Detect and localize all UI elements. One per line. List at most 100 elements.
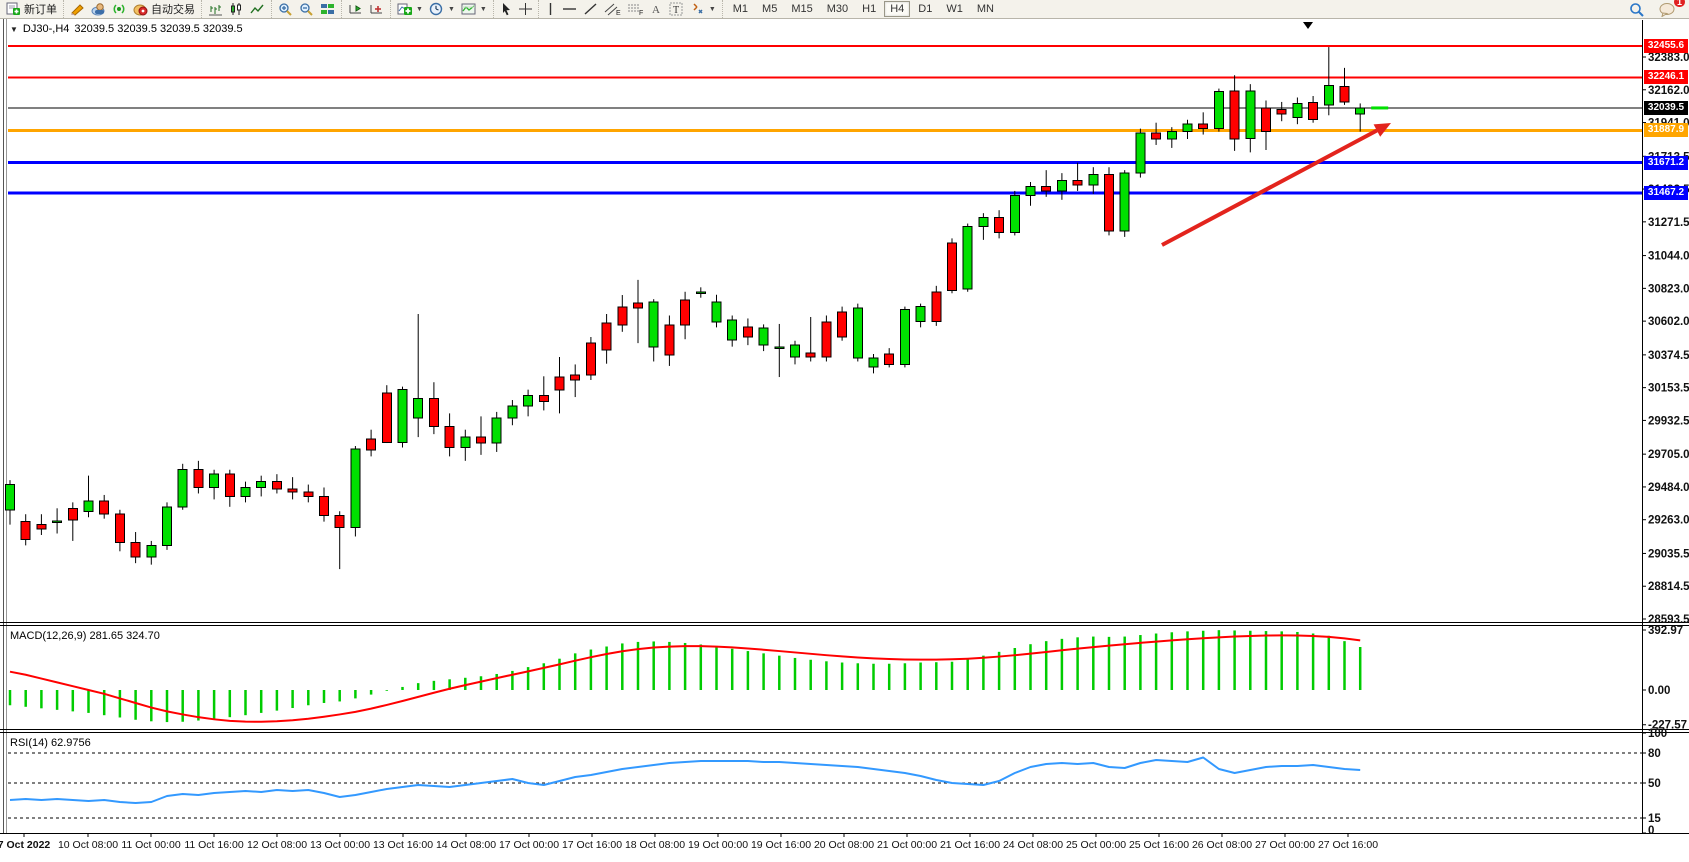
candle[interactable]: [162, 502, 172, 550]
timeframe-w1-button[interactable]: W1: [946, 3, 963, 15]
candle[interactable]: [303, 484, 314, 503]
candle[interactable]: [444, 413, 455, 457]
candle[interactable]: [256, 475, 267, 497]
crosshair-tool-button[interactable]: [516, 1, 535, 17]
candle[interactable]: [1135, 128, 1146, 178]
candle[interactable]: [1088, 167, 1099, 194]
candle[interactable]: [821, 315, 832, 362]
candle[interactable]: [460, 429, 471, 461]
candle[interactable]: [962, 223, 973, 292]
candle[interactable]: [130, 532, 141, 564]
candle[interactable]: [1072, 162, 1083, 191]
candle[interactable]: [1276, 101, 1287, 122]
strategy-tester-button[interactable]: [345, 1, 366, 17]
candle[interactable]: [1119, 170, 1130, 237]
chart-title[interactable]: ▼ DJ30-,H4 32039.5 32039.5 32039.5 32039…: [10, 23, 243, 35]
candle[interactable]: [5, 480, 15, 525]
new-order-button[interactable]: 新订单: [3, 0, 60, 18]
templates-button[interactable]: ▼: [458, 1, 490, 17]
candle[interactable]: [397, 386, 408, 448]
candle[interactable]: [523, 389, 534, 417]
candle[interactable]: [554, 357, 565, 414]
timeframe-h1-button[interactable]: H1: [862, 3, 877, 15]
timeframe-h4-button[interactable]: H4: [884, 1, 911, 17]
candle[interactable]: [978, 213, 989, 240]
candle[interactable]: [334, 511, 345, 570]
candle[interactable]: [868, 354, 879, 374]
vertical-line-tool[interactable]: [542, 1, 559, 17]
candle[interactable]: [1229, 75, 1240, 151]
candle[interactable]: [413, 314, 424, 438]
candle[interactable]: [915, 303, 926, 328]
candle[interactable]: [1009, 190, 1020, 236]
candle[interactable]: [271, 474, 282, 494]
candle[interactable]: [1292, 97, 1303, 125]
candle[interactable]: [1104, 167, 1114, 236]
candle[interactable]: [1323, 47, 1334, 116]
candle[interactable]: [52, 508, 63, 534]
publisher-button[interactable]: [88, 1, 109, 17]
candle[interactable]: [1151, 122, 1162, 145]
candle[interactable]: [67, 502, 78, 541]
equidistant-channel-tool[interactable]: E: [601, 1, 624, 17]
candle[interactable]: [538, 376, 549, 411]
candle[interactable]: [83, 475, 94, 518]
cursor-tool-button[interactable]: [497, 1, 516, 17]
add-indicator-button[interactable]: ▼: [394, 1, 426, 17]
candle[interactable]: [240, 481, 251, 503]
candle[interactable]: [177, 463, 188, 510]
candle[interactable]: [1198, 112, 1209, 135]
crayon-styler-button[interactable]: [67, 1, 88, 17]
timeframe-d1-button[interactable]: D1: [918, 3, 933, 15]
candle[interactable]: [36, 514, 47, 535]
horizontal-line-tool[interactable]: [559, 1, 580, 17]
candle[interactable]: [507, 400, 518, 426]
trendline-tool[interactable]: [580, 1, 601, 17]
candle[interactable]: [1339, 67, 1350, 105]
candle[interactable]: [727, 315, 738, 347]
text-label-tool[interactable]: T: [666, 1, 687, 17]
candle[interactable]: [570, 364, 581, 398]
candle[interactable]: [585, 336, 596, 381]
candle[interactable]: [1041, 170, 1052, 197]
candle[interactable]: [947, 238, 957, 294]
signals-button[interactable]: [109, 1, 130, 17]
fibonacci-tool[interactable]: F: [624, 1, 647, 17]
candle[interactable]: [758, 324, 769, 352]
candle[interactable]: [146, 540, 157, 565]
candle[interactable]: [805, 316, 816, 362]
add-chart-button[interactable]: [366, 1, 387, 17]
chart-window[interactable]: 32383.032162.031941.031713.531492.531271…: [0, 18, 1689, 857]
community-button[interactable]: 1: [1656, 0, 1685, 18]
candle[interactable]: [884, 348, 895, 368]
candle[interactable]: [601, 314, 612, 364]
candle[interactable]: [476, 416, 486, 455]
candle[interactable]: [1245, 84, 1256, 153]
candle[interactable]: [1056, 173, 1067, 200]
timeframe-mn-button[interactable]: MN: [976, 3, 994, 15]
candle[interactable]: [711, 294, 722, 328]
candle[interactable]: [1355, 103, 1366, 132]
candle[interactable]: [99, 494, 110, 519]
candle[interactable]: [1182, 119, 1193, 140]
tile-windows-button[interactable]: [317, 1, 338, 17]
zoom-in-button[interactable]: [275, 1, 296, 17]
candle[interactable]: [319, 487, 329, 522]
candle[interactable]: [790, 340, 800, 365]
candle[interactable]: [695, 287, 706, 298]
candle[interactable]: [994, 210, 1005, 239]
timeframe-m30-button[interactable]: M30: [826, 3, 849, 15]
candle[interactable]: [852, 303, 863, 362]
candle[interactable]: [209, 469, 220, 500]
candle[interactable]: [899, 306, 910, 368]
candle[interactable]: [381, 385, 392, 444]
candle[interactable]: [114, 509, 125, 552]
candle[interactable]: [193, 460, 204, 494]
candle[interactable]: [1213, 88, 1224, 132]
candle[interactable]: [664, 315, 675, 366]
text-tool[interactable]: A: [647, 1, 666, 17]
timeframe-m1-button[interactable]: M1: [732, 3, 749, 15]
candle[interactable]: [931, 285, 942, 326]
candle[interactable]: [648, 299, 659, 362]
candle[interactable]: [633, 279, 643, 344]
